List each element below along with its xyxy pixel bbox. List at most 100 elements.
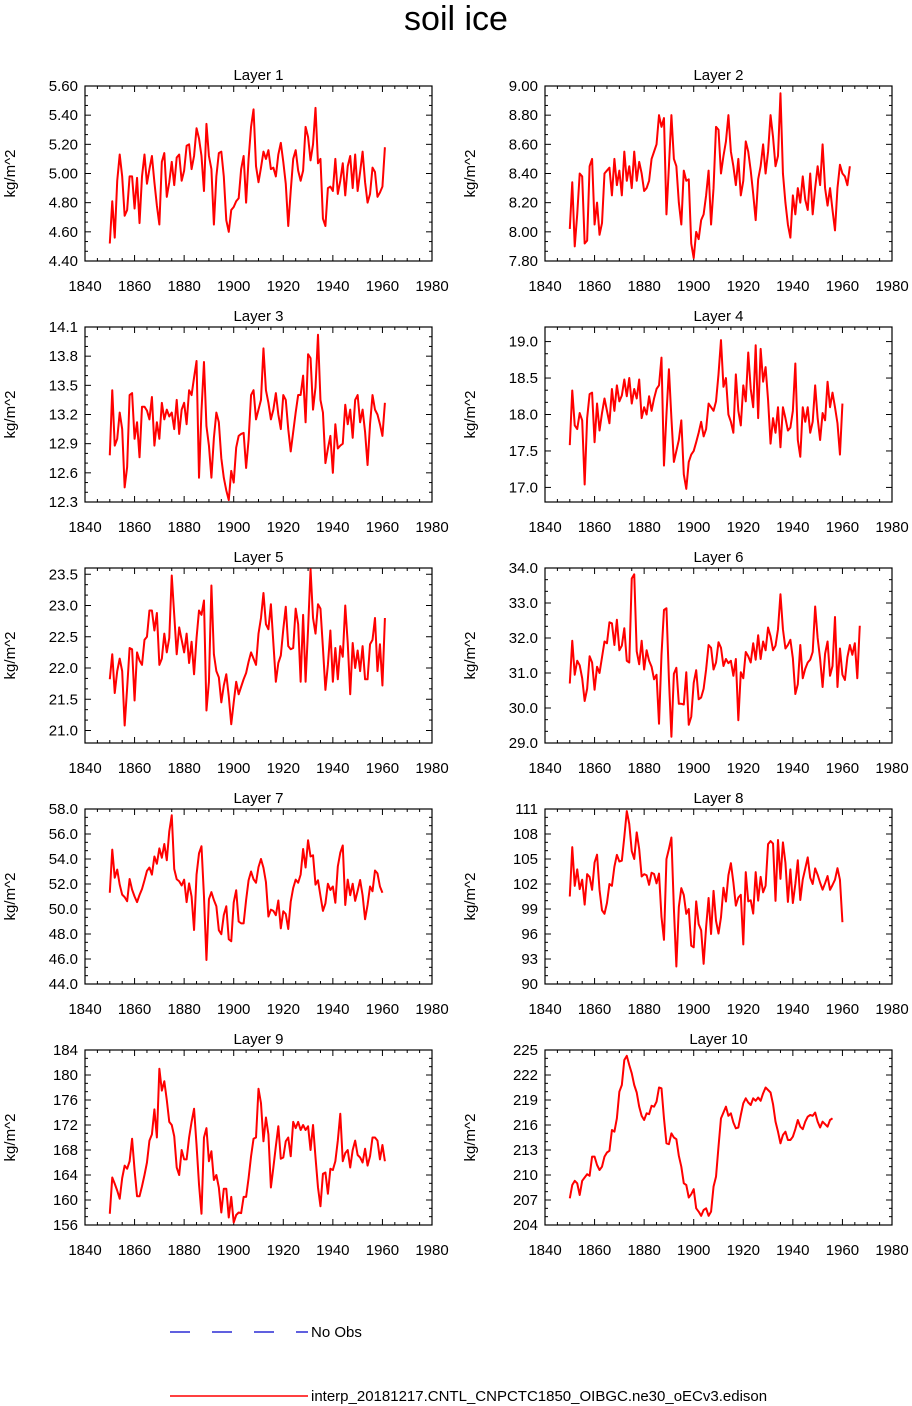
y-tick-label: 222 <box>513 1067 538 1084</box>
x-tick-label: 1920 <box>727 519 760 536</box>
y-tick-label: 18.0 <box>509 407 538 424</box>
x-tick-label: 1880 <box>167 760 200 777</box>
y-tick-label: 168 <box>53 1142 78 1159</box>
y-tick-label: 22.5 <box>49 629 78 646</box>
x-tick-label: 1920 <box>267 760 300 777</box>
y-tick-label: 12.6 <box>49 465 78 482</box>
x-tick-label: 1880 <box>627 760 660 777</box>
y-tick-label: 99 <box>521 901 538 918</box>
x-tick-label: 1960 <box>366 1001 399 1018</box>
y-tick-label: 13.5 <box>49 377 78 394</box>
x-tick-label: 1840 <box>68 1242 101 1259</box>
x-tick-label: 1900 <box>677 1001 710 1018</box>
panel-title: Layer 1 <box>233 67 283 84</box>
x-tick-label: 1860 <box>118 1001 151 1018</box>
y-tick-label: 23.0 <box>49 598 78 615</box>
x-tick-label: 1980 <box>415 1001 448 1018</box>
x-tick-label: 1840 <box>528 519 561 536</box>
x-tick-label: 1960 <box>366 1242 399 1259</box>
legend: No Obs interp_20181217.CNTL_CNPCTC1850_O… <box>170 1324 767 1405</box>
x-tick-label: 1920 <box>267 1242 300 1259</box>
x-tick-label: 1940 <box>316 1242 349 1259</box>
x-tick-label: 1980 <box>875 278 908 295</box>
panel-title: Layer 8 <box>693 790 743 807</box>
panel-title: Layer 5 <box>233 549 283 566</box>
panel-layer-2: Layer 2 kg/m^2 1840 1860 1880 1900 1920 1940 196… <box>462 67 909 295</box>
x-tick-label: 1880 <box>627 1242 660 1259</box>
y-tick-label: 8.80 <box>509 107 538 124</box>
y-tick-label: 34.0 <box>509 560 538 577</box>
x-tick-label: 1860 <box>118 1242 151 1259</box>
y-tick-label: 18.5 <box>509 370 538 387</box>
y-axis-label: kg/m^2 <box>2 1114 19 1162</box>
x-tick-label: 1960 <box>826 1242 859 1259</box>
y-tick-label: 5.60 <box>49 78 78 95</box>
x-tick-label: 1840 <box>68 278 101 295</box>
x-tick-label: 1980 <box>415 278 448 295</box>
x-tick-label: 1980 <box>875 1242 908 1259</box>
y-tick-label: 105 <box>513 851 538 868</box>
series-line <box>108 106 386 244</box>
y-tick-label: 13.2 <box>49 407 78 424</box>
y-tick-label: 13.8 <box>49 348 78 365</box>
x-tick-label: 1900 <box>217 1242 250 1259</box>
y-axis-label: kg/m^2 <box>2 873 19 921</box>
y-axis-label: kg/m^2 <box>462 391 479 439</box>
y-tick-label: 32.0 <box>509 630 538 647</box>
y-axis-label: kg/m^2 <box>2 632 19 680</box>
x-tick-label: 1940 <box>776 278 809 295</box>
y-axis-label: kg/m^2 <box>2 391 19 439</box>
x-tick-label: 1940 <box>776 1001 809 1018</box>
x-tick-label: 1920 <box>267 278 300 295</box>
y-tick-label: 207 <box>513 1192 538 1209</box>
y-axis-label: kg/m^2 <box>462 873 479 921</box>
y-tick-label: 19.0 <box>509 334 538 351</box>
x-tick-label: 1860 <box>578 278 611 295</box>
figure-title: soil ice <box>404 0 508 38</box>
x-tick-label: 1900 <box>677 760 710 777</box>
y-tick-label: 12.3 <box>49 494 78 511</box>
series-line <box>568 339 844 490</box>
y-tick-label: 4.60 <box>49 224 78 241</box>
x-tick-label: 1880 <box>627 278 660 295</box>
panel-title: Layer 9 <box>233 1031 283 1048</box>
y-tick-label: 4.40 <box>49 253 78 270</box>
x-tick-label: 1880 <box>167 1001 200 1018</box>
y-tick-label: 5.00 <box>49 166 78 183</box>
series-line <box>568 573 861 738</box>
series-line <box>568 92 851 260</box>
panel-title: Layer 10 <box>689 1031 747 1048</box>
x-tick-label: 1940 <box>776 1242 809 1259</box>
plot-frame <box>84 326 433 503</box>
x-tick-label: 1920 <box>727 278 760 295</box>
series-line <box>568 810 844 968</box>
x-tick-label: 1900 <box>217 519 250 536</box>
panel-title: Layer 7 <box>233 790 283 807</box>
y-tick-label: 8.20 <box>509 195 538 212</box>
panel-layer-7: Layer 7 kg/m^2 1840 1860 1880 1900 1920 1940 196… <box>2 790 449 1018</box>
x-tick-label: 1960 <box>826 519 859 536</box>
y-tick-label: 8.40 <box>509 166 538 183</box>
y-tick-label: 21.5 <box>49 691 78 708</box>
panel-title: Layer 6 <box>693 549 743 566</box>
x-tick-label: 1960 <box>826 1001 859 1018</box>
y-tick-label: 14.1 <box>49 319 78 336</box>
x-tick-label: 1940 <box>316 278 349 295</box>
y-axis-label: kg/m^2 <box>462 150 479 198</box>
x-tick-label: 1920 <box>727 760 760 777</box>
x-tick-label: 1980 <box>415 760 448 777</box>
y-tick-label: 48.0 <box>49 926 78 943</box>
x-tick-label: 1940 <box>316 519 349 536</box>
panel-layer-6: Layer 6 kg/m^2 1840 1860 1880 1900 1920 1940 196… <box>462 549 909 777</box>
x-tick-label: 1980 <box>875 1001 908 1018</box>
y-tick-label: 9.00 <box>509 78 538 95</box>
x-tick-label: 1900 <box>677 1242 710 1259</box>
panel-layer-9: Layer 9 kg/m^2 1840 1860 1880 1900 1920 1940 196… <box>2 1031 449 1259</box>
panel-title: Layer 4 <box>693 308 743 325</box>
y-tick-label: 160 <box>53 1192 78 1209</box>
y-tick-label: 58.0 <box>49 801 78 818</box>
x-tick-label: 1940 <box>776 760 809 777</box>
y-tick-label: 172 <box>53 1117 78 1134</box>
y-tick-label: 23.5 <box>49 566 78 583</box>
y-tick-label: 219 <box>513 1092 538 1109</box>
